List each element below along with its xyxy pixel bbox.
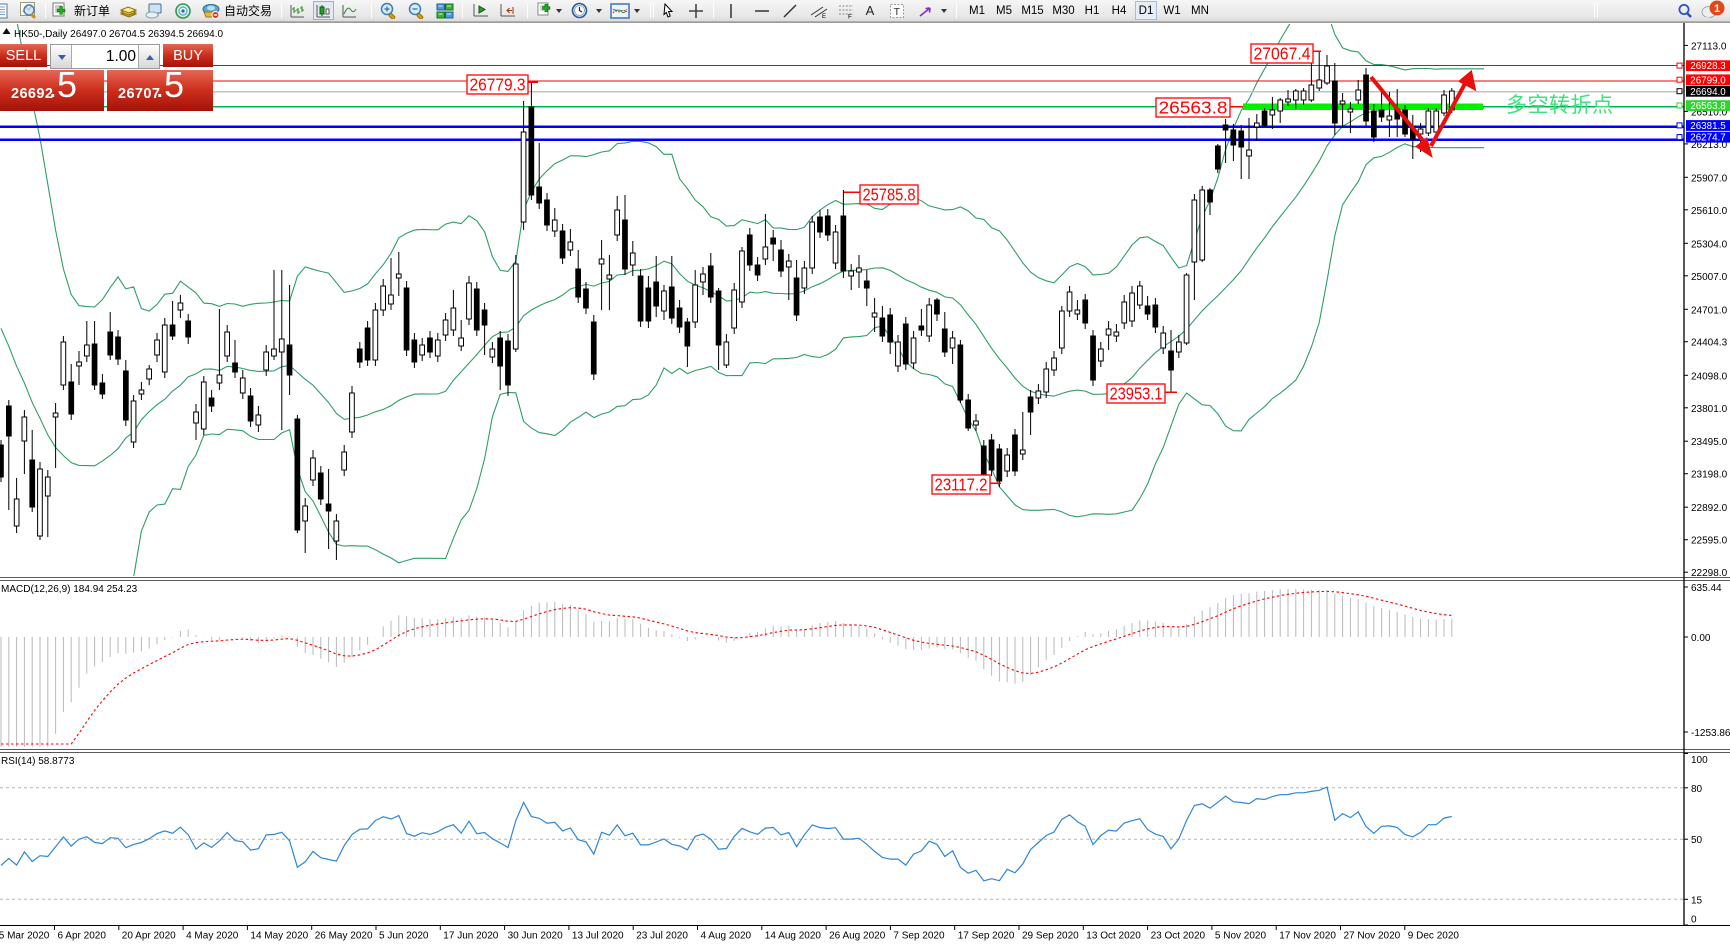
svg-text:5 Jun 2020: 5 Jun 2020 xyxy=(379,931,429,942)
svg-text:25907.0: 25907.0 xyxy=(1691,173,1728,184)
svg-text:100: 100 xyxy=(1691,755,1708,766)
svg-text:17 Jun 2020: 17 Jun 2020 xyxy=(443,931,498,942)
svg-text:635.44: 635.44 xyxy=(1691,583,1722,594)
svg-text:-1253.86: -1253.86 xyxy=(1691,728,1730,739)
svg-text:24701.0: 24701.0 xyxy=(1691,305,1728,316)
svg-text:26563.8: 26563.8 xyxy=(1159,98,1228,118)
svg-text:50: 50 xyxy=(1691,835,1703,846)
svg-text:29 Sep 2020: 29 Sep 2020 xyxy=(1022,931,1079,942)
svg-text:T: T xyxy=(894,6,901,18)
svg-text:23117.2: 23117.2 xyxy=(935,475,988,495)
svg-text:HK50-,Daily 26497.0 26704.5 2: HK50-,Daily 26497.0 26704.5 26394.5 2669… xyxy=(14,29,223,40)
svg-text:23953.1: 23953.1 xyxy=(1110,384,1163,404)
svg-text:25304.0: 25304.0 xyxy=(1691,239,1728,250)
svg-text:23 Jul 2020: 23 Jul 2020 xyxy=(636,931,688,942)
svg-text:13 Jul 2020: 13 Jul 2020 xyxy=(572,931,624,942)
svg-text:6 Apr 2020: 6 Apr 2020 xyxy=(58,931,107,942)
svg-text:26213.0: 26213.0 xyxy=(1691,140,1728,151)
svg-text:E: E xyxy=(822,14,826,19)
svg-text:23801.0: 23801.0 xyxy=(1691,404,1728,415)
svg-text:23495.0: 23495.0 xyxy=(1691,437,1728,448)
svg-text:22892.0: 22892.0 xyxy=(1691,503,1728,514)
svg-text:23 Oct 2020: 23 Oct 2020 xyxy=(1151,931,1206,942)
svg-text:14 May 2020: 14 May 2020 xyxy=(250,931,308,942)
svg-text:26799.0: 26799.0 xyxy=(1690,75,1726,86)
svg-text:13 Oct 2020: 13 Oct 2020 xyxy=(1086,931,1141,942)
svg-text:0: 0 xyxy=(1691,915,1697,926)
svg-text:25610.0: 25610.0 xyxy=(1691,206,1728,217)
svg-text:22298.0: 22298.0 xyxy=(1691,568,1728,579)
svg-text:23198.0: 23198.0 xyxy=(1691,470,1728,481)
svg-text:1: 1 xyxy=(1714,3,1720,15)
svg-text:17 Sep 2020: 17 Sep 2020 xyxy=(958,931,1015,942)
svg-text:80: 80 xyxy=(1691,784,1703,795)
svg-text:26274.7: 26274.7 xyxy=(1690,133,1725,144)
svg-text:14 Aug 2020: 14 Aug 2020 xyxy=(765,931,822,942)
svg-text:25785.8: 25785.8 xyxy=(863,185,916,205)
svg-text:15: 15 xyxy=(1691,895,1703,906)
svg-text:26 May 2020: 26 May 2020 xyxy=(315,931,373,942)
svg-text:24404.3: 24404.3 xyxy=(1691,338,1728,349)
svg-text:25 Mar 2020: 25 Mar 2020 xyxy=(0,931,50,942)
svg-text:26 Aug 2020: 26 Aug 2020 xyxy=(829,931,886,942)
svg-text:27113.0: 27113.0 xyxy=(1691,41,1727,52)
svg-text:0.00: 0.00 xyxy=(1691,633,1711,644)
svg-text:17 Nov 2020: 17 Nov 2020 xyxy=(1279,931,1336,942)
svg-text:26381.5: 26381.5 xyxy=(1690,121,1726,132)
svg-text:F: F xyxy=(848,13,852,19)
svg-text:多空转折点: 多空转折点 xyxy=(1506,94,1614,117)
svg-text:22595.0: 22595.0 xyxy=(1691,536,1728,547)
svg-text:4 Aug 2020: 4 Aug 2020 xyxy=(701,931,752,942)
svg-text:RSI(14) 58.8773: RSI(14) 58.8773 xyxy=(1,756,75,767)
svg-text:26779.3: 26779.3 xyxy=(470,75,526,95)
svg-text:26694.0: 26694.0 xyxy=(1690,87,1726,98)
svg-text:7 Sep 2020: 7 Sep 2020 xyxy=(893,931,945,942)
svg-text:MACD(12,26,9) 184.94 254.23: MACD(12,26,9) 184.94 254.23 xyxy=(1,584,138,595)
svg-text:27067.4: 27067.4 xyxy=(1254,44,1311,64)
svg-text:25007.0: 25007.0 xyxy=(1691,272,1728,283)
svg-text:5 Nov 2020: 5 Nov 2020 xyxy=(1215,931,1267,942)
svg-text:26510.0: 26510.0 xyxy=(1691,107,1728,118)
svg-text:26563.8: 26563.8 xyxy=(1690,101,1726,112)
svg-text:4 May 2020: 4 May 2020 xyxy=(186,931,239,942)
svg-text:9 Dec 2020: 9 Dec 2020 xyxy=(1408,931,1460,942)
svg-text:24098.0: 24098.0 xyxy=(1691,371,1728,382)
svg-text:20 Apr 2020: 20 Apr 2020 xyxy=(122,931,176,942)
svg-text:30 Jun 2020: 30 Jun 2020 xyxy=(508,931,563,942)
svg-text:26928.3: 26928.3 xyxy=(1690,61,1726,72)
svg-text:27 Nov 2020: 27 Nov 2020 xyxy=(1344,931,1401,942)
